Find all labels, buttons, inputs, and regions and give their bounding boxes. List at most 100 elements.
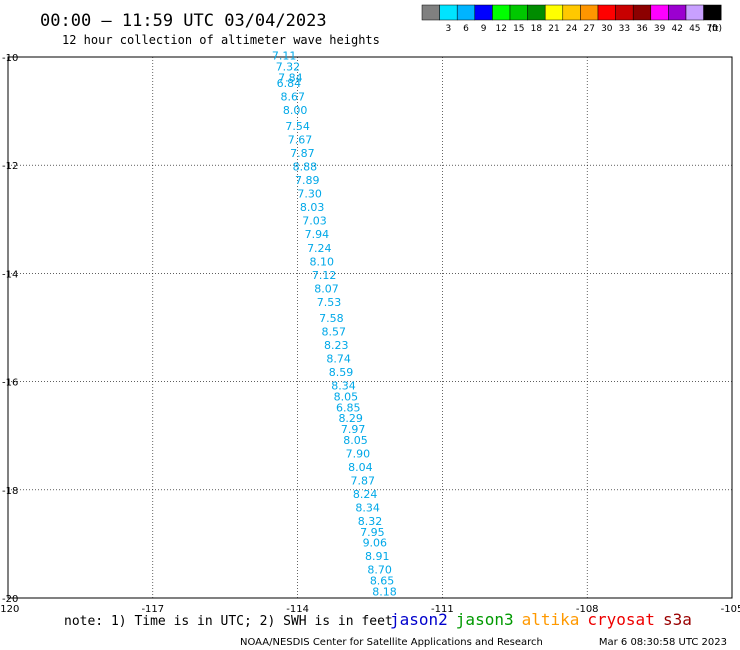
swh-value: 8.18 [372, 585, 397, 598]
colorbar-swatch [421, 4, 440, 21]
swh-value: 7.32 [276, 61, 301, 74]
legend-cryosat: cryosat [587, 610, 654, 629]
swh-value: 8.57 [322, 326, 347, 339]
footer-credit: NOAA/NESDIS Center for Satellite Applica… [240, 637, 543, 648]
y-tick-label: -18 [2, 486, 18, 497]
legend-altika: altika [522, 610, 580, 629]
swh-value: 8.88 [293, 161, 318, 174]
legend-jason2: jason2 [390, 610, 448, 629]
x-tick-label: -117 [141, 604, 164, 615]
plot-frame [7, 56, 733, 599]
swh-value: 7.12 [312, 269, 337, 282]
y-tick-label: -10 [2, 53, 18, 64]
colorbar-swatch [615, 4, 634, 21]
swh-value: 8.04 [348, 461, 373, 474]
footer: note: 1) Time is in UTC; 2) SWH is in fe… [64, 610, 727, 648]
swh-value: 8.34 [331, 380, 356, 393]
swh-value: 8.05 [334, 391, 359, 404]
colorbar-swatch [474, 4, 493, 21]
y-tick-label: -12 [2, 161, 18, 172]
colorbar-label: 24 [566, 24, 578, 34]
colorbar-label: 21 [548, 24, 559, 34]
colorbar-swatch [650, 4, 669, 21]
swh-value: 8.05 [343, 434, 368, 447]
swh-value: 7.54 [285, 120, 310, 133]
swh-value: 7.97 [341, 423, 366, 436]
colorbar-label: 33 [619, 24, 630, 34]
swh-value: 8.00 [283, 104, 308, 117]
swh-value: 7.87 [290, 147, 315, 160]
swh-value: 7.87 [351, 474, 376, 487]
colorbar-unit: (ft) [708, 24, 722, 34]
colorbar-label: 15 [513, 24, 524, 34]
footer-timestamp: Mar 6 08:30:58 UTC 2023 [599, 637, 727, 648]
swh-value: 7.58 [319, 312, 344, 325]
swh-value: 8.29 [338, 412, 363, 425]
swh-value: 8.24 [353, 488, 378, 501]
chart-subtitle: 12 hour collection of altimeter wave hei… [62, 33, 380, 47]
colorbar-label: 18 [531, 24, 543, 34]
colorbar-label: 27 [583, 24, 594, 34]
footer-note: note: 1) Time is in UTC; 2) SWH is in fe… [64, 614, 393, 629]
legend-s3a: s3a [663, 610, 692, 629]
colorbar-swatch [668, 4, 687, 21]
swh-value: 8.34 [355, 501, 380, 514]
y-tick-label: -16 [2, 378, 18, 389]
swh-value: 9.06 [363, 537, 388, 550]
swh-value: 6.85 [336, 401, 361, 414]
colorbar-swatch [703, 4, 722, 21]
swh-value: 7.30 [297, 188, 322, 201]
swh-value: 8.91 [365, 550, 390, 563]
y-tick-label: -20 [2, 594, 18, 605]
colorbar-swatch [439, 4, 458, 21]
colorbar-label: 9 [481, 24, 487, 34]
colorbar-label: 45 [689, 24, 700, 34]
swh-value: 8.70 [367, 564, 392, 577]
x-tick-label: -111 [431, 604, 454, 615]
colorbar-label: 30 [601, 24, 613, 34]
chart-title: 00:00 – 11:59 UTC 03/04/2023 [40, 11, 327, 31]
swh-value: 7.11 [272, 50, 297, 63]
colorbar-swatch [597, 4, 616, 21]
swh-value: 8.03 [300, 201, 325, 214]
colorbar-swatch [456, 4, 476, 21]
swh-value: 7.89 [295, 174, 320, 187]
x-tick-label: -105 [721, 604, 740, 615]
swh-value: 7.90 [346, 447, 371, 460]
swh-value: 7.84 [278, 71, 303, 84]
swh-value: 8.32 [358, 515, 383, 528]
colorbar-label: 36 [636, 24, 648, 34]
colorbar-swatch [685, 4, 704, 21]
x-tick-label: -114 [286, 604, 309, 615]
swh-value: 8.07 [314, 282, 339, 295]
colorbar-label: 3 [446, 24, 452, 34]
colorbar-swatch [580, 4, 599, 21]
swh-value: 7.24 [307, 242, 332, 255]
swh-value: 7.67 [288, 134, 313, 147]
plot-area: -120 -117 -114 -111 -108 -105 -10 -12 -14 -16 -18 -… [0, 50, 740, 615]
colorbar-label: 12 [495, 24, 506, 34]
colorbar-label: 42 [671, 24, 682, 34]
colorbar: 3 6 9 12 15 18 21 24 27 30 33 36 39 42 45 70(ft) [421, 4, 722, 34]
colorbar-label: 39 [654, 24, 666, 34]
swh-value: 8.10 [309, 255, 334, 268]
colorbar-swatch [509, 4, 528, 21]
swh-value: 7.53 [317, 296, 342, 309]
swh-value: 8.23 [324, 339, 349, 352]
swh-value: 7.95 [360, 526, 385, 539]
swh-value: 8.59 [329, 366, 354, 379]
colorbar-label: 6 [463, 24, 469, 34]
swh-value: 7.94 [305, 228, 330, 241]
x-tick-label: -120 [0, 604, 19, 615]
swh-value: 6.84 [277, 77, 302, 90]
colorbar-swatch [544, 4, 564, 21]
colorbar-swatch [632, 4, 652, 21]
x-tick-label: -108 [576, 604, 599, 615]
swh-value: 8.67 [281, 90, 306, 103]
colorbar-swatch [492, 4, 511, 21]
y-tick-label: -14 [2, 269, 18, 280]
colorbar-swatch [527, 4, 546, 21]
legend-jason3: jason3 [456, 610, 514, 629]
swh-value: 8.65 [370, 574, 395, 587]
